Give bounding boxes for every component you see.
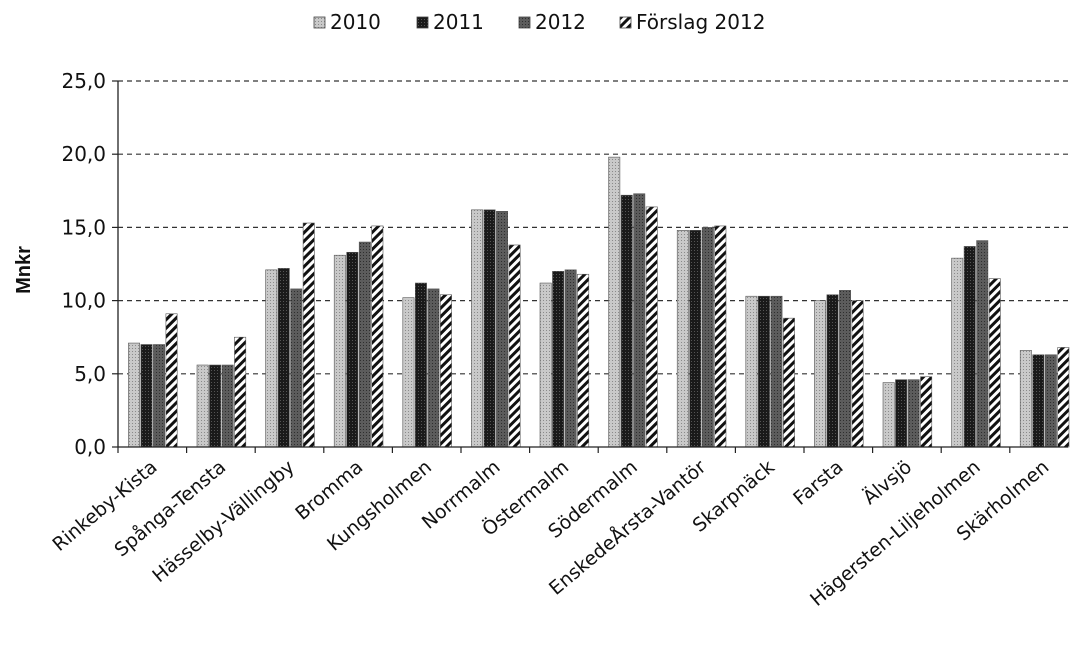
bar-2012-spånga-tensta	[221, 364, 234, 448]
bar-2010-hägersten-liljeholmen	[951, 257, 964, 448]
bar-förslag-2012-bromma	[371, 225, 384, 448]
bar-2010-kungsholmen	[402, 297, 415, 448]
bar-2011-skarpnäck	[757, 295, 770, 448]
y-tick-labels: 0,0 5,0 10,0 15,0 20,0 25,0	[61, 69, 106, 459]
bar-2010-norrmalm	[471, 209, 483, 448]
bar-2011-farsta	[826, 294, 839, 448]
bar-2010-rinkeby-kista	[128, 342, 140, 448]
y-tick-label: 15,0	[61, 215, 106, 239]
y-tick-label: 20,0	[61, 142, 106, 166]
bar-förslag-2012-skarpnäck	[782, 317, 795, 448]
y-tick-label: 5,0	[74, 362, 106, 386]
bar-2011-rinkeby-kista	[140, 344, 153, 448]
bar-2011-älvsjö	[895, 379, 908, 448]
bar-2012-kungsholmen	[427, 288, 440, 448]
bar-2012-hässelby-vällingby	[290, 288, 303, 448]
bar-förslag-2012-hägersten-liljeholmen	[988, 278, 1001, 448]
bar-2010-enskedeårsta-vantör	[676, 230, 689, 448]
bar-förslag-2012-östermalm	[577, 273, 590, 448]
legend-label-2012: 2012	[535, 10, 586, 34]
bar-2010-bromma	[333, 254, 346, 448]
legend-swatch-2012	[518, 16, 531, 29]
bar-2011-skärholmen	[1032, 354, 1045, 448]
bar-2012-östermalm	[564, 269, 577, 448]
bar-2012-rinkeby-kista	[153, 344, 165, 448]
bar-2010-södermalm	[608, 156, 621, 448]
bar-förslag-2012-kungsholmen	[439, 294, 452, 448]
bar-2011-hässelby-vällingby	[277, 268, 290, 448]
legend-label-förslag-2012: Förslag 2012	[636, 10, 765, 34]
legend-label-2010: 2010	[330, 10, 381, 34]
bar-2012-skärholmen	[1044, 354, 1057, 448]
bar-2012-skarpnäck	[770, 295, 783, 448]
y-tick-label: 0,0	[74, 435, 106, 459]
bar-2011-hägersten-liljeholmen	[963, 246, 976, 448]
bars	[128, 156, 1070, 448]
bar-2012-hägersten-liljeholmen	[976, 240, 989, 448]
bar-2012-norrmalm	[496, 210, 508, 448]
bar-2011-spånga-tensta	[209, 364, 222, 448]
bar-2011-norrmalm	[483, 209, 496, 448]
legend-swatch-2010	[313, 16, 326, 29]
bar-2011-enskedeårsta-vantör	[689, 230, 702, 448]
axes	[112, 80, 1068, 453]
bar-förslag-2012-älvsjö	[920, 376, 933, 448]
bar-2012-farsta	[839, 290, 852, 448]
y-tick-label: 25,0	[61, 69, 106, 93]
bar-förslag-2012-hässelby-vällingby	[302, 222, 315, 448]
x-tick-label: Älvsjö	[858, 455, 916, 509]
bar-2010-hässelby-vällingby	[265, 269, 278, 448]
bar-2010-älvsjö	[882, 382, 895, 448]
bar-förslag-2012-södermalm	[645, 206, 658, 448]
bar-förslag-2012-farsta	[851, 300, 864, 448]
bar-2012-bromma	[358, 241, 371, 448]
bar-2010-spånga-tensta	[196, 364, 209, 448]
bar-2010-farsta	[814, 300, 827, 448]
bar-förslag-2012-norrmalm	[508, 244, 521, 448]
legend-swatch-2011	[416, 16, 429, 29]
y-axis-label: Mnkr	[13, 246, 35, 294]
y-tick-label: 10,0	[61, 289, 106, 313]
bar-2011-bromma	[346, 251, 359, 448]
bar-2012-enskedeårsta-vantör	[701, 227, 714, 448]
bar-förslag-2012-rinkeby-kista	[165, 313, 178, 448]
bar-förslag-2012-spånga-tensta	[234, 336, 247, 448]
legend-label-2011: 2011	[433, 10, 484, 34]
bar-2012-älvsjö	[907, 379, 920, 448]
x-tick-labels: Rinkeby-KistaSpånga-TenstaHässelby-Välli…	[48, 455, 1053, 611]
x-tick-label: Farsta	[789, 456, 847, 510]
bar-2010-östermalm	[539, 282, 552, 448]
legend: 2010 2011 2012 Förslag 2012	[313, 10, 765, 34]
bar-2011-östermalm	[552, 271, 565, 448]
bar-2010-skärholmen	[1019, 350, 1032, 448]
bar-förslag-2012-skärholmen	[1057, 347, 1070, 448]
bar-2010-skarpnäck	[745, 295, 758, 448]
gridlines	[118, 80, 1068, 375]
bar-förslag-2012-enskedeårsta-vantör	[714, 225, 727, 448]
bar-2011-kungsholmen	[414, 282, 427, 448]
bar-2011-södermalm	[620, 194, 633, 448]
bar-2012-södermalm	[633, 193, 646, 448]
legend-swatch-förslag-2012	[619, 16, 632, 29]
